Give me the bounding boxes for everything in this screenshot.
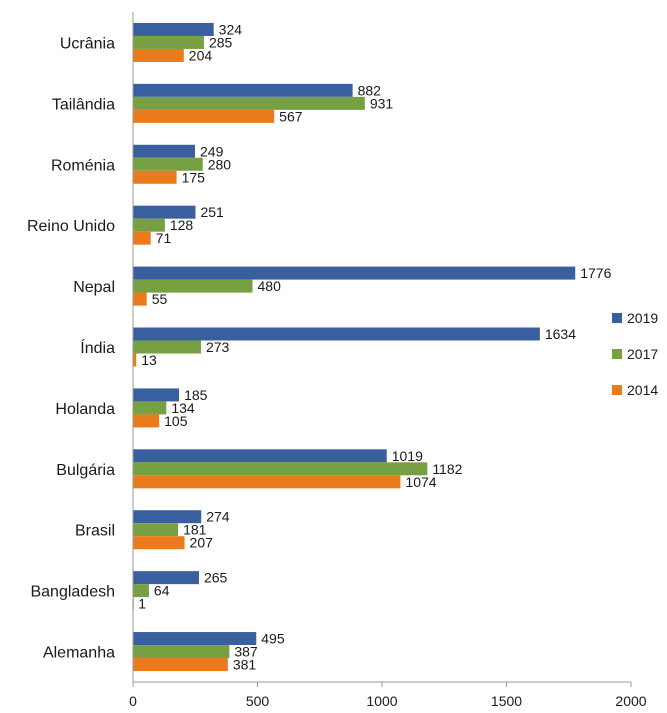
bar-2017-cat-4 xyxy=(133,279,253,293)
bar-2019-cat-0 xyxy=(133,22,214,36)
value-label-2017-cat-2: 280 xyxy=(208,156,232,172)
bar-2019-cat-6 xyxy=(133,388,180,402)
category-label-cat-4: Nepal xyxy=(73,279,115,296)
legend-label-2017: 2017 xyxy=(627,346,658,362)
value-label-2017-cat-3: 128 xyxy=(170,217,194,233)
legend-swatch-2014 xyxy=(612,385,622,395)
bar-2017-cat-10 xyxy=(133,645,230,659)
bar-2014-cat-4 xyxy=(133,292,147,306)
bar-2014-cat-5 xyxy=(133,353,137,367)
value-label-2014-cat-9: 1 xyxy=(138,596,146,612)
value-label-2017-cat-0: 285 xyxy=(209,34,233,50)
category-label-cat-6: Holanda xyxy=(55,401,115,418)
x-tick-label-0: 0 xyxy=(129,693,137,709)
category-label-cat-1: Tailândia xyxy=(52,96,115,113)
value-label-2017-cat-9: 64 xyxy=(154,583,170,599)
bar-2017-cat-0 xyxy=(133,35,204,49)
bar-2017-cat-8 xyxy=(133,523,179,537)
value-label-2014-cat-5: 13 xyxy=(141,352,157,368)
x-tick-label-1: 500 xyxy=(246,693,270,709)
bar-2014-cat-3 xyxy=(133,231,151,245)
value-label-2019-cat-4: 1776 xyxy=(580,265,611,281)
x-ticks-layer: 0 500 1000 1500 2000 xyxy=(129,682,647,709)
value-label-2017-cat-7: 1182 xyxy=(432,461,462,477)
value-label-2019-cat-2: 249 xyxy=(200,143,224,159)
value-label-2017-cat-4: 480 xyxy=(258,278,282,294)
bar-2017-cat-6 xyxy=(133,401,167,415)
category-label-cat-9: Bangladesh xyxy=(30,584,115,601)
category-labels-layer: Ucrânia Tailândia Roménia Reino Unido Nepal Í… xyxy=(27,35,115,661)
bar-2014-cat-8 xyxy=(133,536,185,550)
category-label-cat-0: Ucrânia xyxy=(60,35,115,52)
bar-2014-cat-10 xyxy=(133,658,228,672)
bar-2017-cat-3 xyxy=(133,218,165,232)
bar-2019-cat-2 xyxy=(133,144,196,158)
value-label-2014-cat-2: 175 xyxy=(182,169,206,185)
value-label-2019-cat-7: 1019 xyxy=(392,448,423,464)
category-label-cat-7: Bulgária xyxy=(56,462,115,479)
bar-2017-cat-7 xyxy=(133,462,428,476)
value-label-2017-cat-10: 387 xyxy=(234,644,258,660)
bar-2014-cat-6 xyxy=(133,414,160,428)
bar-2019-cat-7 xyxy=(133,449,387,463)
value-label-2014-cat-1: 567 xyxy=(279,108,303,124)
value-label-2014-cat-10: 381 xyxy=(233,657,257,673)
value-label-2017-cat-8: 181 xyxy=(183,522,207,538)
legend: 2019 2017 2014 xyxy=(612,310,658,398)
category-label-cat-2: Roménia xyxy=(51,157,115,174)
x-tick-label-2: 1000 xyxy=(366,693,397,709)
bar-2017-cat-9 xyxy=(133,584,149,598)
value-label-2019-cat-6: 185 xyxy=(184,387,208,403)
category-label-cat-8: Brasil xyxy=(75,523,115,540)
legend-swatch-2017 xyxy=(612,349,622,359)
value-label-2019-cat-5: 1634 xyxy=(545,326,576,342)
x-tick-label-3: 1500 xyxy=(491,693,522,709)
value-label-2014-cat-8: 207 xyxy=(190,535,214,551)
bar-2014-cat-7 xyxy=(133,475,401,489)
bar-2017-cat-5 xyxy=(133,340,201,354)
value-label-2017-cat-5: 273 xyxy=(206,339,230,355)
legend-swatch-2019 xyxy=(612,313,622,323)
x-tick-label-4: 2000 xyxy=(615,693,646,709)
bar-2017-cat-2 xyxy=(133,157,203,171)
bar-2014-cat-0 xyxy=(133,48,184,62)
value-label-2019-cat-10: 495 xyxy=(261,631,285,647)
category-label-cat-5: Índia xyxy=(80,338,115,357)
bar-2019-cat-5 xyxy=(133,327,540,341)
value-label-2014-cat-4: 55 xyxy=(152,291,168,307)
bars-layer xyxy=(133,22,576,672)
category-label-cat-3: Reino Unido xyxy=(27,218,115,235)
bar-2019-cat-8 xyxy=(133,510,202,524)
value-label-2019-cat-1: 882 xyxy=(358,82,382,98)
value-label-2017-cat-1: 931 xyxy=(370,95,394,111)
bar-2017-cat-1 xyxy=(133,96,365,110)
bar-2014-cat-2 xyxy=(133,170,177,184)
legend-label-2019: 2019 xyxy=(627,310,658,326)
value-label-2019-cat-3: 251 xyxy=(200,204,224,220)
value-label-2019-cat-9: 265 xyxy=(204,570,228,586)
bar-2019-cat-10 xyxy=(133,632,257,646)
value-label-2014-cat-6: 105 xyxy=(164,413,188,429)
value-label-2014-cat-7: 1074 xyxy=(405,474,436,490)
value-label-2019-cat-0: 324 xyxy=(219,21,243,37)
legend-label-2014: 2014 xyxy=(627,382,658,398)
value-label-2014-cat-0: 204 xyxy=(189,47,213,63)
value-label-2017-cat-6: 134 xyxy=(171,400,195,416)
value-label-2014-cat-3: 71 xyxy=(156,230,172,246)
bar-2014-cat-1 xyxy=(133,109,275,123)
bar-2019-cat-3 xyxy=(133,205,196,219)
bar-2019-cat-1 xyxy=(133,83,353,97)
bar-2019-cat-9 xyxy=(133,571,199,585)
bar-2019-cat-4 xyxy=(133,266,576,280)
category-label-cat-10: Alemanha xyxy=(43,645,115,662)
value-label-2019-cat-8: 274 xyxy=(206,509,230,525)
